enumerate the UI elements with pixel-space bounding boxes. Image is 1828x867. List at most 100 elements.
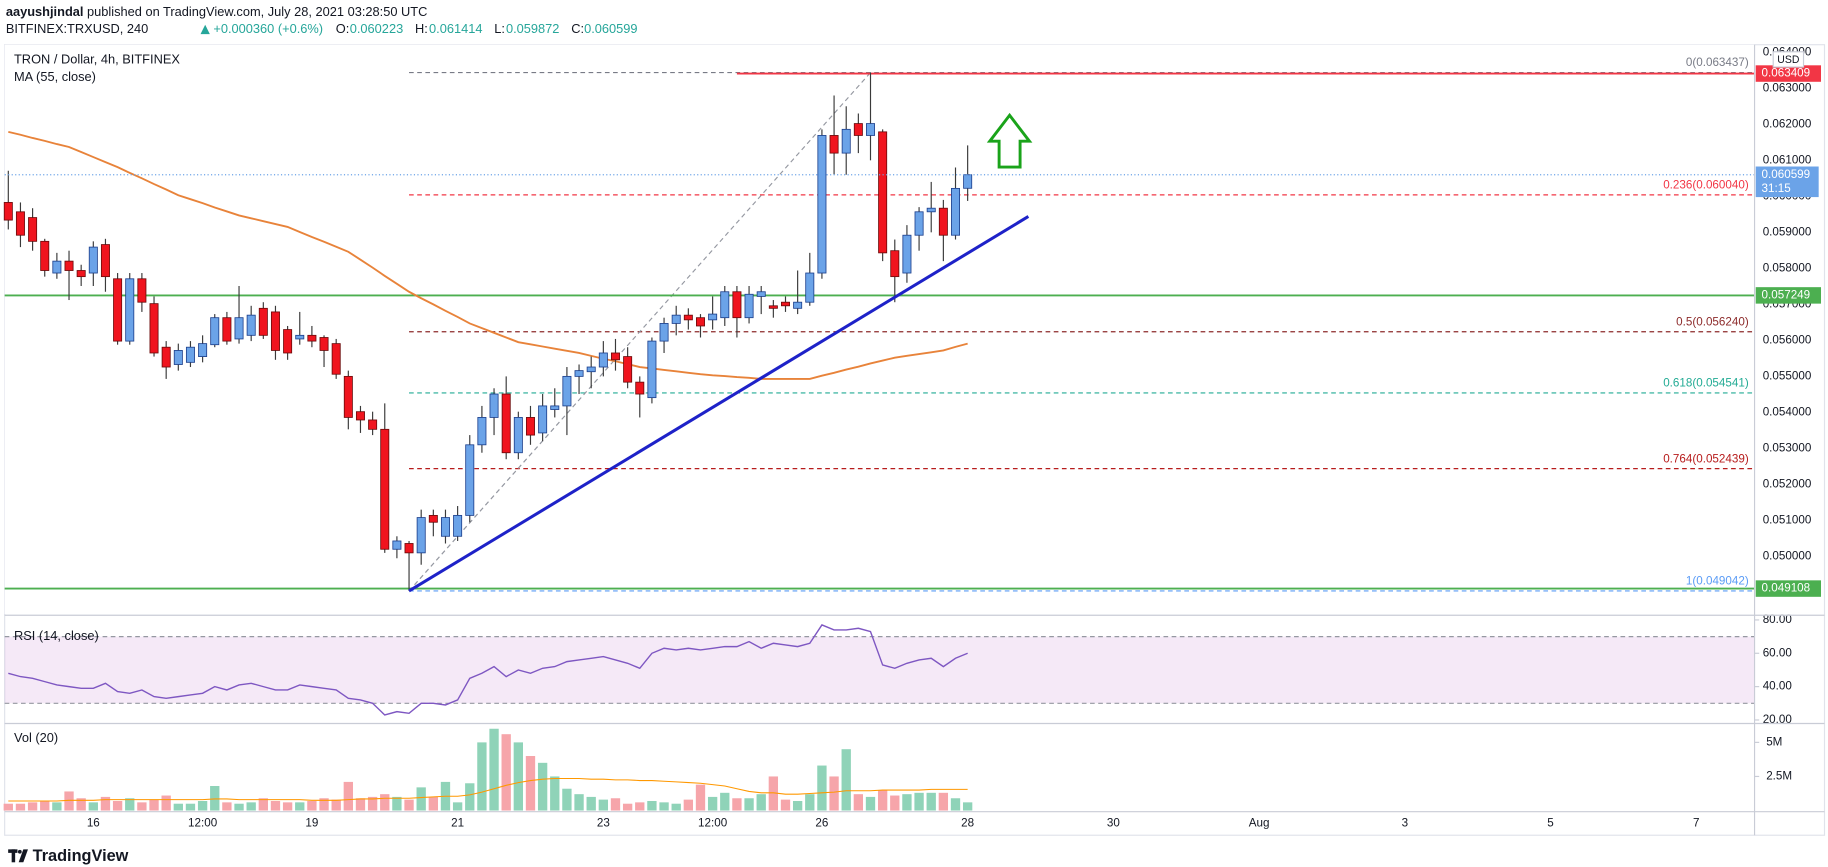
logo-shape	[18, 849, 28, 863]
volume-bar	[902, 794, 912, 811]
volume-bar	[404, 799, 414, 811]
volume-bar	[416, 787, 426, 811]
volume-bar	[88, 802, 98, 811]
logo-shape	[17, 849, 22, 854]
fib-label: 1(0.049042)	[1686, 575, 1749, 588]
x-tick-label: 28	[961, 817, 974, 830]
candle-body	[793, 301, 803, 309]
x-tick-label: 16	[87, 817, 100, 830]
candle-body	[368, 419, 378, 430]
x-tick-label: 3	[1402, 817, 1408, 830]
candle-body	[878, 131, 888, 254]
candle-body	[817, 135, 827, 274]
candle-body	[88, 246, 98, 274]
volume-bar	[877, 790, 888, 811]
y-tick-label: 0.050000	[1763, 550, 1812, 563]
candle-body	[185, 346, 195, 363]
candle-body	[149, 303, 159, 354]
volume-bar	[574, 794, 584, 811]
fib-trend	[408, 72, 871, 592]
ohlc-value: 0.060599	[584, 21, 637, 36]
candle-body	[647, 340, 657, 399]
volume-bar	[343, 781, 353, 811]
candle-body	[161, 346, 171, 368]
y-tick-label: 0.055000	[1763, 369, 1812, 382]
volume-bar	[805, 794, 815, 811]
x-tick-label: 23	[597, 817, 610, 830]
candle-body	[914, 211, 924, 236]
candle-body	[586, 366, 596, 373]
volume-bar	[149, 799, 159, 811]
fib-label: 0(0.063437)	[1686, 56, 1749, 69]
rsi-line	[8, 624, 968, 716]
volume-bar	[501, 734, 511, 811]
candle-body	[319, 337, 329, 351]
candle-body	[720, 291, 730, 319]
candle-body	[926, 207, 936, 213]
volume-bar	[270, 800, 281, 811]
candle-body	[222, 317, 232, 342]
candle-body	[550, 405, 560, 410]
y-tick-label: 0.052000	[1763, 477, 1812, 490]
candle-body	[52, 260, 62, 274]
volume-bar	[647, 800, 657, 811]
candle-body	[513, 417, 523, 454]
candle-body	[380, 428, 390, 550]
candle-body	[100, 244, 110, 278]
ma-line	[8, 130, 968, 380]
candle-body	[258, 307, 268, 336]
candle-body	[562, 375, 572, 407]
volume-bar	[282, 802, 293, 811]
candle-body	[489, 393, 499, 418]
volume-bar	[40, 800, 50, 811]
candle-body	[951, 187, 960, 236]
volume-bar	[246, 802, 256, 811]
volume-bar	[562, 788, 572, 811]
candle-body	[708, 313, 718, 321]
level-label-bg	[1755, 65, 1822, 82]
candle-body	[938, 207, 948, 236]
rsi-tick-label: 60.00	[1763, 646, 1793, 659]
volume-tick-label: 2.5M	[1766, 770, 1792, 783]
volume-bar	[890, 795, 900, 811]
volume-bar	[477, 742, 487, 811]
ohlc-label: C:	[571, 21, 584, 36]
volume-bar	[744, 798, 754, 811]
volume-bar	[695, 784, 706, 811]
volume-bar	[853, 794, 864, 811]
level-label: 0.057249	[1762, 288, 1811, 301]
candle-body	[198, 343, 208, 357]
y-tick-label: 0.061000	[1763, 153, 1812, 166]
ohlc-value: 0.060223	[350, 21, 403, 36]
candle-body	[453, 514, 463, 537]
candle-body	[866, 123, 875, 136]
volume-bar	[319, 798, 329, 811]
candle-body	[307, 334, 317, 342]
x-tick-label: 5	[1547, 817, 1554, 830]
candle-body	[331, 343, 341, 375]
volume-bar	[938, 792, 949, 811]
price-label: 0.060599	[1762, 168, 1811, 181]
candle-body	[598, 352, 608, 368]
volume-bar	[3, 803, 13, 811]
candle-body	[76, 270, 86, 278]
volume-bar	[465, 783, 475, 811]
volume-bar	[222, 802, 232, 811]
volume-bar	[137, 802, 147, 811]
candle-body	[501, 393, 511, 454]
volume-tick-label: 5M	[1766, 735, 1782, 748]
volume-bar	[489, 728, 499, 811]
level-label: 0.049108	[1762, 582, 1811, 595]
volume-bar	[112, 800, 123, 811]
candle-body	[3, 202, 13, 221]
currency-box	[1772, 51, 1805, 68]
up-arrow-icon	[200, 24, 210, 35]
fib-label: 0.236(0.060040)	[1663, 179, 1749, 192]
volume-bar	[161, 795, 171, 811]
volume-bar	[331, 799, 341, 811]
logo-shape	[11, 849, 16, 863]
green-arrow	[986, 112, 1033, 169]
candle-body	[890, 250, 900, 278]
